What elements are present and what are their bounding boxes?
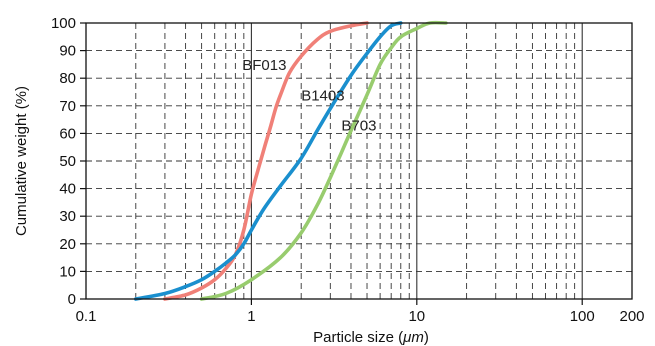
series-layer [134,20,448,301]
series-line-b703 [199,20,448,301]
y-tick-label: 0 [68,291,76,308]
y-tick-label: 10 [59,263,76,280]
y-tick-label: 20 [59,236,76,253]
x-tick-label: 10 [408,308,425,325]
series-labels: BF013 B1403 B703 [242,57,376,135]
x-tick-label: 100 [570,308,595,325]
x-axis-title: Particle size (μm) [313,329,429,346]
y-tick-label: 70 [59,98,76,115]
x-tick-label: 0.1 [76,308,97,325]
grid-lines [86,23,632,299]
y-axis-title: Cumulative weight (%) [13,86,30,236]
series-label-bf013: BF013 [242,57,286,74]
y-tick-label: 30 [59,208,76,225]
series-line-bf013 [163,21,369,301]
x-tick-label: 1 [247,308,255,325]
series-line-b1403 [134,21,403,301]
y-tick-label: 60 [59,125,76,142]
series-label-b1403: B1403 [301,87,344,104]
y-tick-label: 80 [59,70,76,87]
ticks-layer: 0 10 20 30 40 50 60 70 80 90 100 0.1 1 10 100 200 [51,15,645,325]
series-label-b703: B703 [341,118,376,135]
x-tick-label: 200 [619,308,644,325]
y-tick-label: 50 [59,153,76,170]
y-tick-label: 90 [59,43,76,60]
y-tick-label: 100 [51,15,76,32]
y-tick-label: 40 [59,181,76,198]
